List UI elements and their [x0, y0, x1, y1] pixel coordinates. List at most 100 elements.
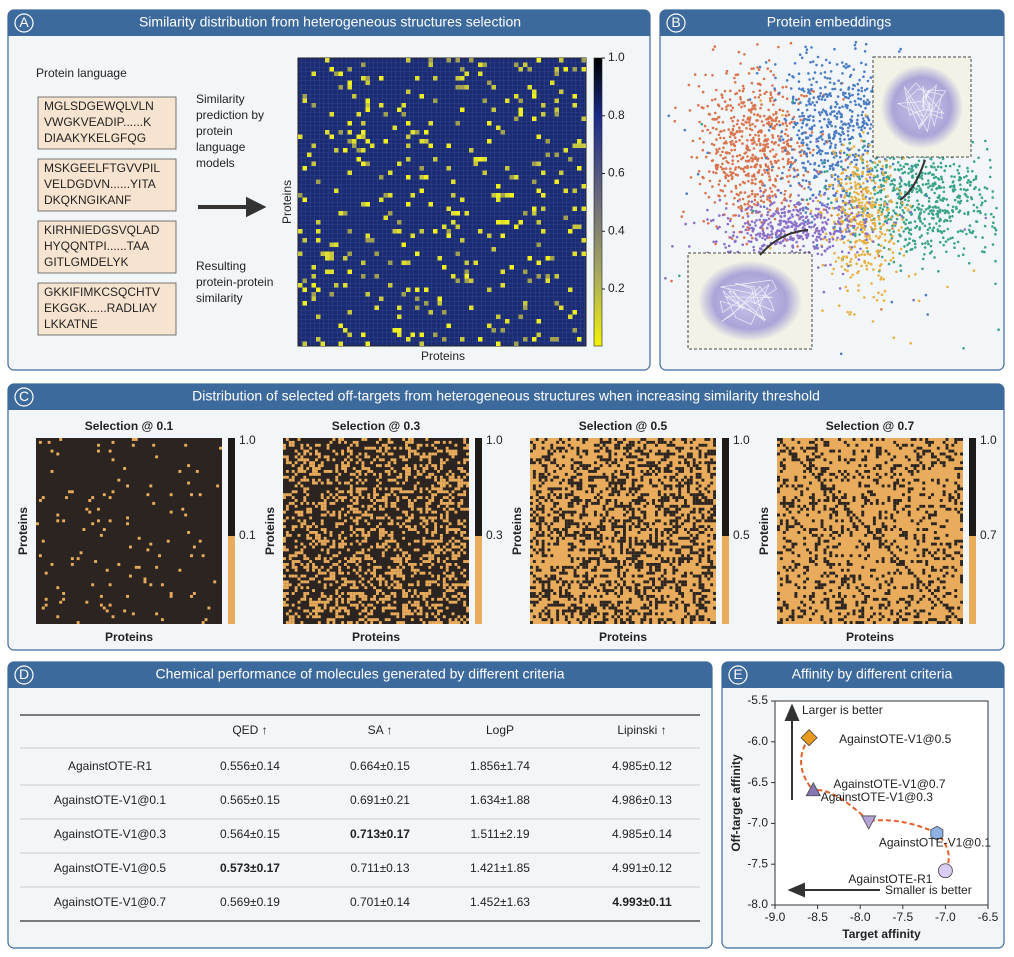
- heatmap-cell: [413, 571, 417, 575]
- embedding-point: [757, 96, 761, 99]
- heatmap-cell: [401, 292, 406, 297]
- embedding-point: [773, 185, 777, 188]
- embedding-point: [763, 238, 767, 241]
- heatmap-cell: [419, 490, 423, 494]
- embedding-point: [728, 98, 732, 101]
- heatmap-cell: [317, 568, 321, 572]
- embedding-point: [750, 67, 753, 71]
- heatmap-cell: [463, 481, 467, 485]
- embedding-point: [871, 320, 875, 323]
- embedding-point: [769, 70, 773, 73]
- heatmap-cell: [406, 89, 411, 94]
- embedding-point: [729, 236, 732, 239]
- embedding-point: [933, 182, 937, 186]
- embedding-point: [878, 186, 881, 189]
- embedding-point: [813, 124, 816, 127]
- heatmap-cell: [460, 481, 464, 485]
- embedding-point: [963, 228, 967, 231]
- heatmap-cell: [556, 464, 560, 468]
- heatmap-cell: [614, 446, 618, 450]
- heatmap-cell: [338, 594, 342, 598]
- heatmap-cell: [355, 481, 359, 485]
- embedding-point: [904, 227, 907, 231]
- heatmap-cell: [131, 443, 135, 447]
- sequence-line: VWGKVEADIP......K: [44, 115, 151, 129]
- heatmap-cell: [399, 455, 403, 459]
- embedding-point: [829, 142, 833, 145]
- embedding-point: [828, 238, 831, 241]
- embedding-point: [859, 247, 862, 251]
- heatmap-cell: [291, 560, 295, 563]
- heatmap-cell: [544, 464, 548, 468]
- heatmap-cell: [405, 490, 408, 494]
- embedding-point: [882, 299, 886, 302]
- embedding-point: [848, 230, 851, 233]
- heatmap-cell: [428, 580, 432, 584]
- heatmap-cell: [344, 481, 347, 485]
- embedding-point: [819, 194, 823, 197]
- embedding-point: [849, 73, 853, 77]
- heatmap-cell: [399, 583, 403, 587]
- embedding-point: [891, 224, 894, 228]
- heatmap-cell: [285, 548, 289, 552]
- embedding-point: [866, 149, 870, 153]
- heatmap-cell: [448, 501, 452, 505]
- embedding-point: [936, 165, 940, 168]
- embedding-point: [733, 144, 737, 148]
- embedding-point: [762, 232, 765, 235]
- embedding-point: [846, 219, 849, 222]
- embedding-point: [744, 228, 748, 232]
- heatmap-cell: [349, 528, 353, 531]
- heatmap-cell: [405, 513, 408, 517]
- heatmap-cell: [415, 251, 420, 256]
- embedding-point: [771, 126, 775, 130]
- heatmap-cell: [300, 548, 304, 552]
- embedding-point: [750, 178, 754, 182]
- embedding-point: [828, 146, 832, 150]
- heatmap-cell: [329, 618, 333, 622]
- heatmap-cell: [460, 478, 464, 482]
- heatmap-cell: [556, 440, 560, 444]
- embedding-point: [848, 220, 851, 223]
- embedding-point: [866, 241, 869, 244]
- heatmap-cell: [686, 455, 690, 459]
- heatmap-cell: [325, 256, 330, 261]
- embedding-point: [885, 221, 889, 225]
- embedding-point: [914, 242, 917, 246]
- embedding-point: [789, 193, 792, 196]
- heatmap-cell: [374, 251, 379, 256]
- embedding-point: [734, 166, 738, 169]
- embedding-point: [747, 172, 750, 175]
- embedding-point: [967, 262, 971, 265]
- heatmap-cell: [285, 458, 289, 462]
- embedding-point: [846, 157, 849, 160]
- embedding-point: [759, 131, 763, 134]
- heatmap-cell: [44, 597, 48, 601]
- heatmap-cell: [710, 452, 714, 456]
- embedding-point: [839, 149, 843, 153]
- heatmap-cell: [332, 438, 336, 441]
- embedding-point: [921, 183, 925, 186]
- embedding-point: [816, 216, 819, 219]
- embedding-point: [917, 208, 921, 211]
- heatmap-cell: [455, 278, 460, 283]
- heatmap-cell: [341, 571, 345, 575]
- heatmap-cell: [367, 580, 371, 584]
- heatmap-cell: [192, 592, 196, 595]
- heatmap-cell: [463, 603, 467, 607]
- embedding-point: [908, 237, 911, 240]
- embedding-point: [746, 118, 749, 121]
- embedding-point: [753, 125, 757, 128]
- embedding-point: [877, 291, 880, 295]
- embedding-point: [771, 136, 775, 139]
- heatmap-cell: [111, 458, 115, 462]
- heatmap-cell: [561, 446, 565, 450]
- heatmap-cell: [407, 490, 411, 494]
- heatmap-cell: [536, 242, 541, 247]
- embedding-point: [746, 215, 750, 218]
- embedding-point: [875, 169, 879, 172]
- heatmap-cell: [425, 475, 429, 479]
- embedding-point: [868, 100, 871, 104]
- heatmap-cell: [536, 220, 541, 225]
- heatmap-cell: [439, 525, 443, 529]
